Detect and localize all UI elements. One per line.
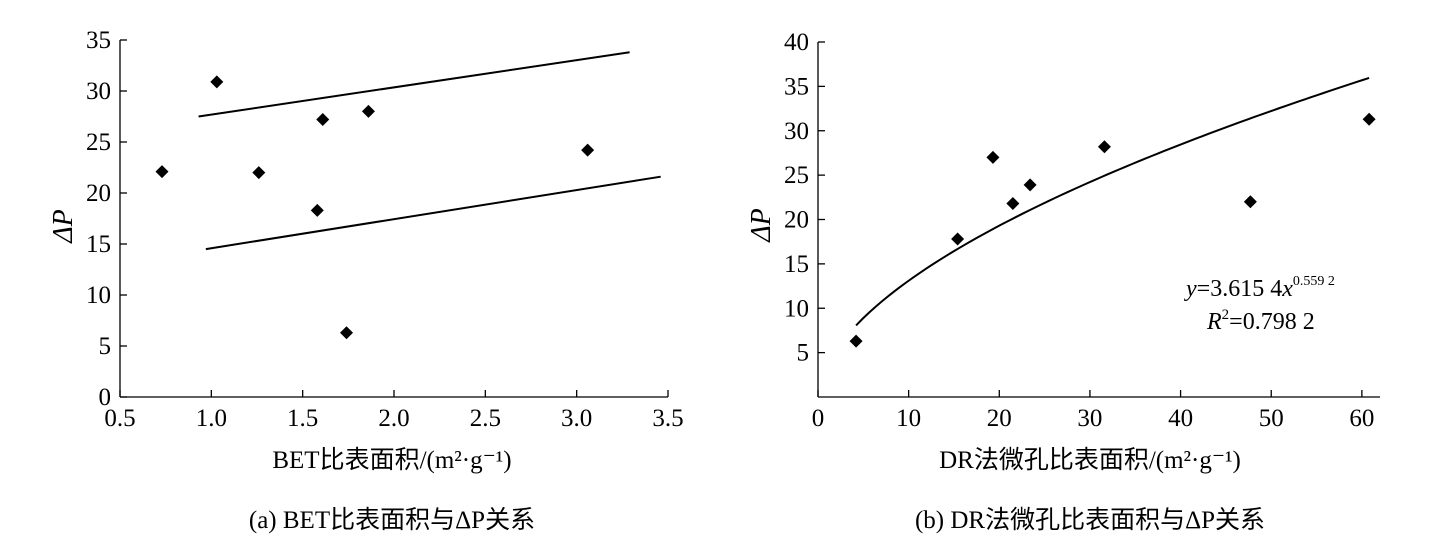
chart-a-y-tick-label: 5 [99, 333, 112, 360]
chart-b-x-tick-label: 0 [812, 405, 825, 432]
chart-a-x-tick-label: 2.5 [470, 405, 501, 432]
chart-b-data-point [1006, 197, 1020, 211]
chart-b-points [849, 112, 1376, 348]
equation-coefficient: =3.615 4 [1197, 276, 1283, 302]
chart-a-x-axis-title: BET比表面积/(m²·g⁻¹) [272, 446, 511, 474]
chart-b-fit-curve [855, 76, 1370, 327]
chart-b-y-tick-label: 40 [784, 29, 809, 56]
chart-a-y-axis-title: ΔP [48, 209, 79, 244]
chart-b-x-tick-label: 40 [1168, 405, 1193, 432]
equation-y-var: y [1184, 276, 1197, 302]
chart-b-data-point [951, 232, 965, 246]
chart-b: 0 10 20 30 40 50 60 5 10 15 20 25 30 35 40 ΔP DR法微孔比表面… [746, 29, 1380, 534]
chart-a-data-point [310, 203, 324, 217]
chart-a-trend-lines [198, 51, 661, 251]
chart-b-axes: 0 10 20 30 40 50 60 5 10 15 20 25 30 35 40 [784, 29, 1380, 432]
chart-a-y-tick-label: 25 [86, 129, 111, 156]
chart-b-y-tick-label: 15 [784, 251, 809, 278]
chart-b-x-tick-label: 20 [987, 405, 1012, 432]
chart-a-x-tick-label: 1.5 [287, 405, 318, 432]
chart-b-x-tick-label: 30 [1077, 405, 1102, 432]
chart-b-power-fit-line [855, 76, 1370, 327]
chart-a: 0.5 1.0 1.5 2.0 2.5 3.0 3.5 0 5 10 15 20 25 30 35 ΔP B… [48, 27, 684, 534]
chart-a-y-tick-label: 10 [86, 282, 111, 309]
chart-b-data-point [1097, 140, 1111, 154]
chart-b-y-tick-label: 25 [784, 162, 809, 189]
chart-a-x-tick-label: 1.0 [196, 405, 227, 432]
r-squared-value: =0.798 2 [1229, 309, 1315, 335]
chart-b-y-tick-label: 10 [784, 295, 809, 322]
chart-b-y-tick-label: 5 [797, 340, 810, 367]
equation-x-var: x [1281, 276, 1293, 302]
chart-a-y-tick-label: 35 [86, 27, 111, 54]
chart-a-x-tick-label: 3.0 [561, 405, 592, 432]
chart-b-data-point [849, 334, 863, 348]
r-squared-var: R [1206, 309, 1222, 335]
chart-a-x-tick-label: 2.0 [378, 405, 409, 432]
chart-a-data-point [340, 326, 354, 340]
chart-a-trend-line [198, 51, 630, 118]
chart-a-y-tick-label: 15 [86, 231, 111, 258]
chart-a-caption: (a) BET比表面积与ΔP关系 [249, 506, 535, 534]
chart-b-data-point [1243, 195, 1257, 209]
chart-b-x-tick-label: 60 [1349, 405, 1374, 432]
chart-b-y-tick-label: 30 [784, 118, 809, 145]
r-squared-exp: 2 [1222, 307, 1230, 323]
chart-b-x-tick-label: 50 [1259, 405, 1284, 432]
chart-a-data-point [155, 165, 169, 179]
chart-b-data-point [986, 150, 1000, 164]
chart-b-r-squared: R2=0.798 2 [1206, 307, 1315, 335]
chart-b-equation: y=3.615 4x0.559 2 [1184, 274, 1335, 302]
chart-b-y-axis-title: ΔP [746, 208, 777, 243]
chart-b-x-axis-title: DR法微孔比表面积/(m²·g⁻¹) [939, 446, 1241, 474]
chart-a-data-point [252, 166, 266, 180]
chart-b-y-tick-label: 20 [784, 207, 809, 234]
chart-a-data-point [361, 104, 375, 118]
chart-b-caption: (b) DR法微孔比表面积与ΔP关系 [915, 506, 1265, 534]
chart-b-data-point [1362, 112, 1376, 126]
chart-a-x-tick-label: 0.5 [104, 405, 135, 432]
chart-a-axes: 0.5 1.0 1.5 2.0 2.5 3.0 3.5 0 5 10 15 20 25 30 35 [86, 27, 684, 432]
chart-a-data-point [210, 75, 224, 89]
chart-a-trend-line [205, 175, 661, 251]
chart-a-y-tick-label: 20 [86, 180, 111, 207]
chart-a-y-tick-label: 0 [99, 384, 112, 411]
chart-a-x-tick-label: 3.5 [652, 405, 683, 432]
chart-a-y-tick-label: 30 [86, 78, 111, 105]
equation-exponent: 0.559 2 [1293, 274, 1335, 289]
chart-a-data-point [581, 143, 595, 157]
chart-a-points [155, 75, 595, 340]
chart-b-y-tick-label: 35 [784, 73, 809, 100]
chart-a-data-point [316, 113, 330, 127]
chart-b-data-point [1023, 178, 1037, 192]
chart-b-x-tick-label: 10 [896, 405, 921, 432]
